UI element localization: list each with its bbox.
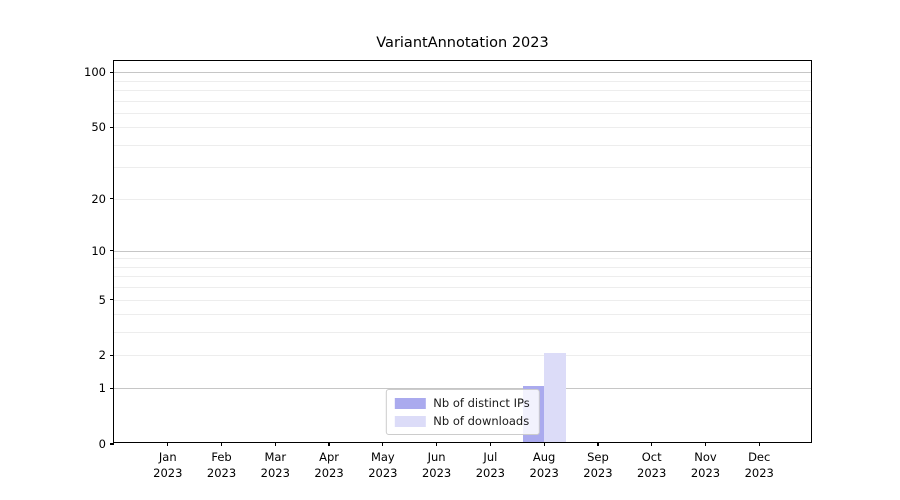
x-axis-year-label: 2023 (529, 466, 559, 480)
gridline-minor-30 (114, 167, 811, 169)
y-tick-label-20: 20 (91, 191, 106, 206)
x-axis-year-label: 2023 (153, 466, 183, 480)
x-axis-month-label: Dec (748, 450, 771, 464)
x-tick-label-feb: Feb 2023 (192, 449, 252, 481)
x-tick-label-nov: Nov 2023 (675, 449, 735, 481)
x-axis-tick-may (382, 442, 384, 446)
gridline-minor-5 (114, 299, 811, 301)
x-axis-month-label: Aug (532, 450, 556, 464)
x-axis-month-label: Jan (158, 450, 177, 464)
x-axis-tick-apr (328, 442, 330, 446)
x-tick-label-jun: Jun 2023 (407, 449, 467, 481)
legend-swatch-downloads (394, 415, 426, 427)
legend-label-downloads: Nb of downloads (433, 414, 530, 428)
x-axis-year-label: 2023 (368, 466, 398, 480)
gridline-minor-4 (114, 314, 811, 316)
legend-swatch-distinct-ips (394, 397, 426, 409)
gridline-minor-6 (114, 287, 811, 289)
gridline-minor-9 (114, 258, 811, 260)
gridline-minor-2 (114, 355, 811, 357)
y-tick-label-10: 10 (91, 243, 106, 258)
y-axis-tick-1 (110, 387, 114, 389)
x-axis-tick-nov (704, 442, 707, 446)
legend: Nb of distinct IPs Nb of downloads (385, 389, 540, 435)
gridline-minor-70 (114, 100, 811, 102)
x-tick-label-may: May 2023 (353, 449, 413, 481)
x-tick-label-dec: Dec 2023 (729, 449, 789, 481)
y-tick-label-1: 1 (98, 381, 106, 396)
x-axis-month-label: Jul (483, 450, 498, 464)
gridline-minor-20 (114, 198, 811, 200)
x-axis-year-label: 2023 (475, 466, 506, 480)
bar-downloads-aug (544, 353, 566, 442)
x-axis-month-label: Oct (641, 450, 662, 464)
x-axis-month-label: Sep (587, 450, 609, 464)
y-tick-label-50: 50 (91, 120, 106, 135)
y-tick-label-0: 0 (98, 437, 106, 451)
gridline-major-10 (114, 250, 811, 252)
legend-row-downloads: Nb of downloads (394, 414, 529, 428)
x-tick-label-oct: Oct 2023 (622, 449, 682, 481)
legend-label-distinct-ips: Nb of distinct IPs (433, 396, 530, 410)
y-axis-tick-0 (110, 443, 114, 445)
x-tick-label-jul: Jul 2023 (460, 449, 520, 481)
y-tick-label-2: 2 (98, 348, 106, 363)
x-axis-year-label: 2023 (314, 466, 344, 480)
gridline-minor-90 (114, 80, 811, 82)
x-tick-label-aug: Aug 2023 (514, 449, 574, 481)
x-axis-tick-jan (167, 442, 169, 446)
x-axis-year-label: 2023 (583, 466, 613, 480)
gridline-minor-40 (114, 144, 811, 146)
x-axis-tick-mar (274, 442, 276, 446)
y-axis-tick-5 (110, 298, 114, 301)
y-axis-tick-10 (110, 250, 114, 252)
y-axis-tick-100 (110, 71, 114, 73)
gridline-minor-3 (114, 332, 811, 334)
y-axis-tick-50 (110, 126, 114, 128)
gridline-minor-50 (114, 127, 811, 129)
plot-area: 0 1 2 5 10 20 50 100 Jan 2023 Feb 2023 Mar 2023 Apr 20… (84, 60, 812, 480)
x-tick-label-apr: Apr 2023 (299, 449, 359, 481)
x-axis-month-label: Jun (427, 450, 446, 464)
y-axis-tick-2 (110, 354, 114, 357)
y-tick-label-100: 100 (84, 65, 106, 80)
x-axis-year-label: 2023 (637, 466, 667, 480)
gridline-minor-7 (114, 276, 811, 278)
y-axis-tick-20 (110, 198, 114, 200)
y-tick-label-5: 5 (98, 292, 106, 307)
x-axis-year-label: 2023 (421, 466, 452, 480)
x-axis-tick-oct (651, 442, 653, 446)
legend-row-distinct-ips: Nb of distinct IPs (394, 396, 530, 410)
gridline-minor-60 (114, 112, 811, 114)
x-axis-tick-sep (597, 442, 599, 446)
chart-title: VariantAnnotation 2023 (376, 35, 549, 51)
x-tick-label-jan: Jan 2023 (138, 449, 198, 481)
x-tick-label-mar: Mar 2023 (245, 449, 305, 481)
gridline-minor-80 (114, 89, 811, 91)
x-axis-year-label: 2023 (744, 466, 774, 480)
gridline-major-100 (114, 72, 811, 74)
x-axis-month-label: Apr (319, 450, 340, 464)
x-axis-month-label: Mar (264, 450, 287, 464)
x-axis-year-label: 2023 (260, 466, 290, 480)
x-axis-tick-dec (758, 442, 760, 446)
x-axis-tick-jul (489, 442, 492, 446)
x-axis-tick-jun (435, 442, 438, 446)
x-tick-label-sep: Sep 2023 (568, 449, 628, 481)
x-axis-month-label: May (370, 450, 395, 464)
gridline-major-1 (114, 388, 811, 390)
x-axis-month-label: Nov (694, 450, 717, 464)
x-axis-year-label: 2023 (206, 466, 237, 480)
x-axis-tick-feb (220, 442, 223, 446)
gridline-minor-8 (114, 266, 811, 268)
x-axis-year-label: 2023 (690, 466, 721, 480)
x-axis-month-label: Feb (211, 450, 232, 464)
x-axis-tick-aug (543, 442, 545, 446)
